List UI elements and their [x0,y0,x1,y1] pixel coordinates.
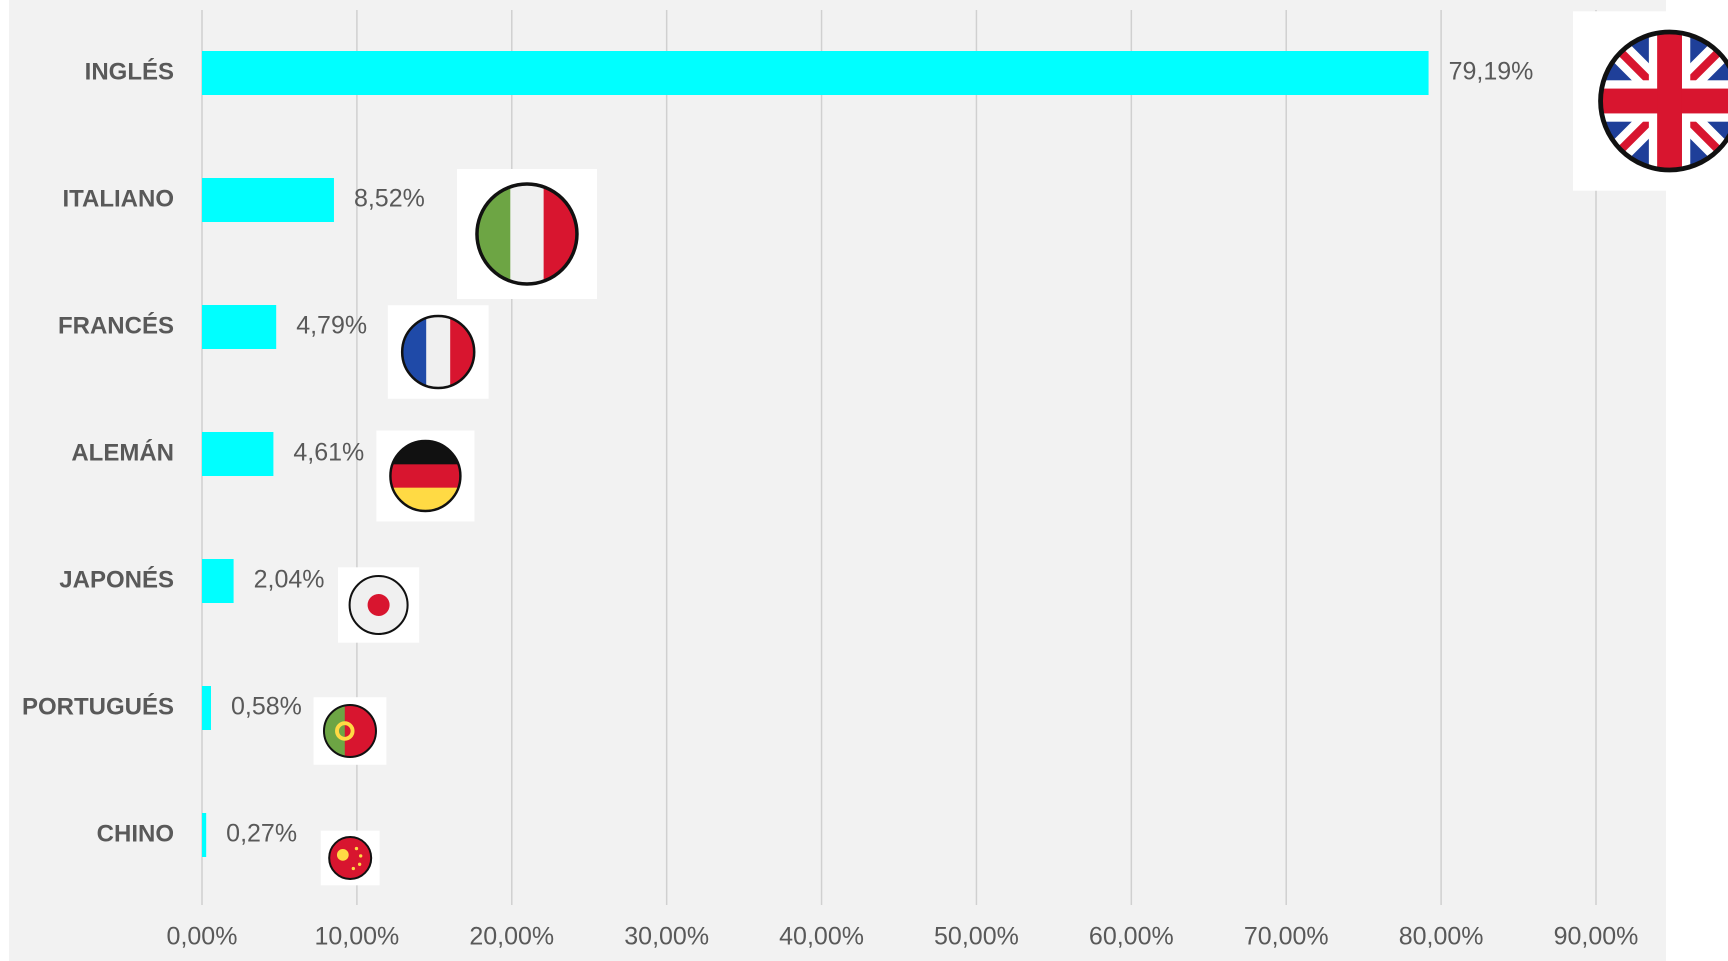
x-tick-label: 90,00% [1554,923,1639,951]
flag-part [323,705,345,757]
category-label: CHINO [97,820,174,847]
flag-outline [1598,29,1728,173]
x-tick-label: 60,00% [1089,923,1174,951]
value-label: 4,61% [293,439,364,467]
flag-part [426,316,452,388]
flag [323,705,376,757]
flag-part [359,854,363,858]
flag-outline [475,182,579,286]
flag-part [354,846,359,851]
flag-part [351,866,356,871]
bar [202,305,277,349]
flag [349,576,408,634]
flag-part [367,593,390,617]
bar [202,51,1429,95]
x-tick-label: 0,00% [167,923,238,951]
flag-outline [322,704,377,758]
flag-outline [348,574,409,636]
bar [202,813,207,857]
flag-outline [328,836,373,880]
x-tick-label: 30,00% [624,923,709,951]
value-label: 0,27% [226,820,297,848]
flag-part [329,837,372,879]
bar [202,432,274,476]
flag-part [335,721,355,741]
x-tick-label: 70,00% [1244,923,1329,951]
flag [329,837,372,879]
x-tick-label: 50,00% [934,923,1019,951]
flag-part [1657,32,1682,170]
x-tick-label: 20,00% [469,923,554,951]
category-label: JAPONÉS [59,565,174,593]
plot-background [9,0,1666,961]
bar [202,178,334,222]
category-label: ALEMÁN [71,438,174,466]
x-tick-label: 40,00% [779,923,864,951]
flag-part [390,464,461,489]
category-label: FRANCÉS [58,311,174,339]
x-tick-label: 10,00% [314,923,399,951]
value-label: 79,19% [1449,58,1534,86]
flag [1600,32,1728,170]
category-label: INGLÉS [85,57,174,85]
flag-part [357,862,362,866]
value-label: 4,79% [296,312,367,340]
category-label: ITALIANO [62,185,174,212]
flag-part [510,184,545,284]
bar [202,686,211,730]
value-label: 2,04% [254,566,325,594]
flag-outline [400,314,476,390]
category-label: PORTUGUÉS [22,692,174,720]
value-label: 8,52% [354,185,425,213]
bar [202,559,234,603]
flag-outline [389,439,462,513]
flag-part [336,848,349,861]
x-tick-label: 80,00% [1399,923,1484,951]
value-label: 0,58% [231,693,302,721]
